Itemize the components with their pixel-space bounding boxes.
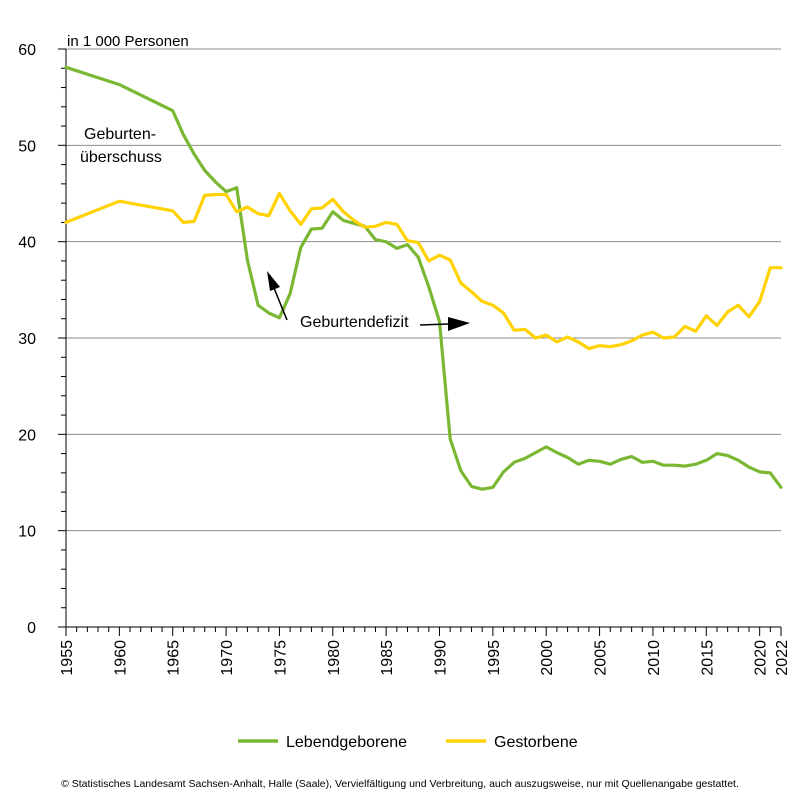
x-tick-label-2020: 2020 bbox=[753, 640, 770, 676]
x-tick-label-2010: 2010 bbox=[646, 640, 663, 676]
arrow-right-icon bbox=[419, 317, 470, 331]
gridlines bbox=[66, 48, 781, 532]
x-tick-label-1975: 1975 bbox=[272, 640, 289, 676]
unit-label: in 1 000 Personen bbox=[67, 33, 189, 50]
arrow-up-icon bbox=[267, 271, 288, 321]
annotation-surplus-line2: überschuss bbox=[80, 149, 162, 166]
y-tick-label-30: 30 bbox=[18, 331, 36, 348]
x-tick-label-1955: 1955 bbox=[59, 640, 76, 676]
legend-label-lebendgeborene: Lebendgeborene bbox=[286, 734, 407, 751]
annotation-deficit: Geburtendefizit bbox=[300, 314, 409, 331]
series-line-lebendgeborene bbox=[64, 65, 783, 491]
x-tick-label-1960: 1960 bbox=[112, 640, 129, 676]
x-tick-label-1995: 1995 bbox=[486, 640, 503, 676]
x-tick-label-1965: 1965 bbox=[166, 640, 183, 676]
legend: Lebendgeborene Gestorbene bbox=[238, 734, 578, 751]
x-tick-label-2015: 2015 bbox=[699, 640, 716, 676]
x-tick-label-1970: 1970 bbox=[219, 640, 236, 676]
data-series bbox=[64, 65, 783, 491]
y-tick-label-50: 50 bbox=[18, 138, 36, 155]
series-line-gestorbene bbox=[64, 191, 783, 351]
legend-label-gestorbene: Gestorbene bbox=[494, 734, 578, 751]
x-axis-ticks: 1955 1960 1965 1970 1975 1980 1985 1990 1995 2000… bbox=[59, 627, 791, 676]
annotation-surplus-line1: Geburten- bbox=[84, 126, 156, 143]
y-tick-label-10: 10 bbox=[18, 524, 36, 541]
y-axis-tick-labels: 0 10 20 30 40 50 60 bbox=[18, 42, 66, 637]
x-tick-label-2005: 2005 bbox=[593, 640, 610, 676]
x-tick-label-1980: 1980 bbox=[326, 640, 343, 676]
y-tick-label-20: 20 bbox=[18, 427, 36, 444]
x-tick-label-1990: 1990 bbox=[433, 640, 450, 676]
x-tick-label-2000: 2000 bbox=[539, 640, 556, 676]
y-tick-label-60: 60 bbox=[18, 42, 36, 59]
y-tick-label-0: 0 bbox=[27, 620, 36, 637]
x-tick-label-1985: 1985 bbox=[379, 640, 396, 676]
copyright-footer: © Statistisches Landesamt Sachsen-Anhalt… bbox=[61, 778, 739, 790]
y-tick-label-40: 40 bbox=[18, 235, 36, 252]
x-tick-label-2022: 2022 bbox=[774, 640, 791, 676]
